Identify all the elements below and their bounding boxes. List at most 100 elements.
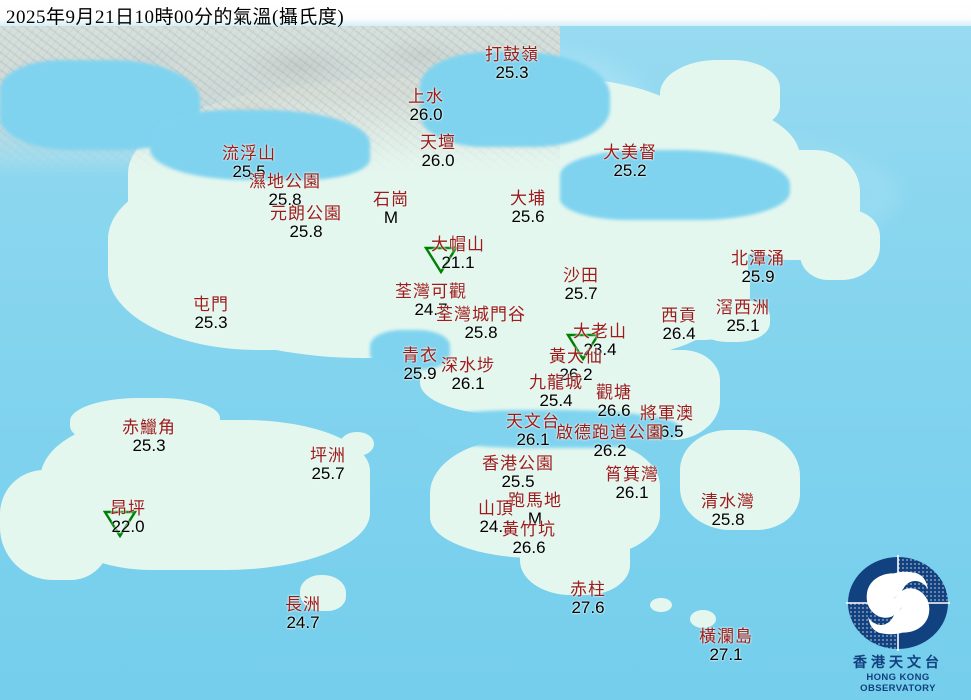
station-temperature-value: 26.2 bbox=[593, 441, 627, 460]
station-temperature-value: 26.4 bbox=[662, 324, 696, 343]
station-temperature-value: 26.0 bbox=[409, 105, 443, 124]
station-name: 九龍城 bbox=[529, 373, 583, 392]
station-name: 屯門 bbox=[193, 295, 229, 314]
station-label: 荃灣城門谷 25.8 bbox=[436, 306, 526, 341]
victoria-harbour-water bbox=[420, 410, 680, 448]
station-label: 荃灣可觀 24.7 bbox=[395, 283, 467, 318]
station-label: 石崗 M bbox=[373, 191, 409, 226]
station-name: 昂坪 bbox=[110, 499, 146, 518]
station-name: 大美督 bbox=[603, 143, 657, 162]
page-title: 2025年9月21日10時00分的氣溫(攝氏度) bbox=[6, 7, 345, 28]
station-name: 筲箕灣 bbox=[605, 465, 659, 484]
land-ne-islands bbox=[660, 60, 780, 130]
station-temperature-value: 25.3 bbox=[495, 63, 529, 82]
hko-swirl-logo-icon bbox=[846, 555, 950, 651]
station-name: 西貢 bbox=[661, 306, 697, 325]
station-temperature-value: 26.5 bbox=[650, 422, 684, 441]
station-label: 香港公園 25.5 bbox=[482, 455, 554, 490]
station-temperature-value: 25.8 bbox=[464, 323, 498, 342]
station-name: 青衣 bbox=[402, 346, 438, 365]
station-name: 黃大仙 bbox=[549, 347, 603, 366]
station-name: 荃灣可觀 bbox=[395, 282, 467, 301]
land-nt-northwest bbox=[108, 165, 408, 350]
hko-logo-name-zh: 香港天文台 bbox=[853, 656, 943, 671]
land-peng-chau bbox=[340, 432, 374, 456]
station-name: 觀塘 bbox=[596, 383, 632, 402]
station-temperature-value: 25.5 bbox=[501, 472, 535, 491]
station-name: 深水埗 bbox=[441, 356, 495, 375]
station-label: 屯門 25.3 bbox=[193, 296, 229, 331]
station-label: 赤鱲角 25.3 bbox=[122, 419, 176, 454]
station-label: 元朗公園 25.8 bbox=[270, 205, 342, 240]
station-temperature-value: M bbox=[527, 509, 543, 528]
tolo-harbour-water bbox=[560, 150, 790, 220]
land-se-islets bbox=[650, 598, 672, 612]
station-name: 山頂 bbox=[478, 499, 514, 518]
station-temperature-value: 24.7 bbox=[414, 300, 448, 319]
station-name: 將軍澳 bbox=[640, 404, 694, 423]
station-temperature-value: 25.7 bbox=[564, 284, 598, 303]
station-temperature-value: 26.6 bbox=[597, 401, 631, 420]
station-name: 赤柱 bbox=[570, 580, 606, 599]
station-label: 上水 26.0 bbox=[408, 88, 444, 123]
station-label: 大美督 25.2 bbox=[603, 144, 657, 179]
station-label: 黃大仙 26.2 bbox=[549, 348, 603, 383]
land-clear-water-bay bbox=[680, 430, 800, 530]
station-name: 滘西洲 bbox=[716, 298, 770, 317]
station-name: 黃竹坑 bbox=[502, 520, 556, 539]
station-name: 元朗公園 bbox=[270, 204, 342, 223]
station-label: 濕地公園 25.8 bbox=[249, 173, 321, 208]
land-hk-island-south bbox=[520, 520, 630, 595]
station-temperature-value: 25.6 bbox=[511, 207, 545, 226]
station-name: 香港公園 bbox=[482, 454, 554, 473]
station-label: 跑馬地 M bbox=[508, 492, 562, 527]
station-temperature-value: 23.4 bbox=[583, 340, 617, 359]
deep-bay-water-inner bbox=[150, 110, 370, 180]
hko-logo-name-en: HONG KONG OBSERVATORY bbox=[860, 672, 936, 694]
hko-logo: 香港天文台 HONG KONG OBSERVATORY bbox=[835, 555, 961, 694]
station-name: 石崗 bbox=[373, 190, 409, 209]
station-name: 荃灣城門谷 bbox=[436, 305, 526, 324]
station-temperature-value: 26.1 bbox=[516, 430, 550, 449]
station-temperature-value: 26.1 bbox=[615, 483, 649, 502]
land-chek-lap-kok bbox=[70, 398, 220, 448]
station-temperature-value: 25.9 bbox=[403, 364, 437, 383]
station-name: 北潭涌 bbox=[731, 249, 785, 268]
station-temperature-value: 24.7 bbox=[286, 613, 320, 632]
land-sai-kung-islands bbox=[700, 300, 770, 342]
station-name: 橫瀾島 bbox=[699, 627, 753, 646]
station-name: 天壇 bbox=[420, 133, 456, 152]
land-cheung-chau bbox=[300, 575, 346, 611]
station-temperature-value: 27.1 bbox=[709, 645, 743, 664]
station-label: 天壇 26.0 bbox=[420, 134, 456, 169]
station-name: 長洲 bbox=[285, 595, 321, 614]
station-name: 啟德跑道公園 bbox=[556, 423, 664, 442]
land-tap-mun bbox=[800, 210, 880, 280]
station-label: 昂坪 22.0 bbox=[110, 500, 146, 535]
station-name: 坪洲 bbox=[310, 446, 346, 465]
station-label: 長洲 24.7 bbox=[285, 596, 321, 631]
station-temperature-value: 26.1 bbox=[451, 374, 485, 393]
station-label: 西貢 26.4 bbox=[661, 307, 697, 342]
station-name: 濕地公園 bbox=[249, 172, 321, 191]
station-name: 天文台 bbox=[506, 412, 560, 431]
station-temperature-value: 25.1 bbox=[726, 316, 760, 335]
station-label: 流浮山 25.5 bbox=[222, 145, 276, 180]
station-label: 打鼓嶺 25.3 bbox=[485, 46, 539, 81]
station-temperature-value: 24.1 bbox=[479, 517, 513, 536]
station-temperature-value: 25.8 bbox=[289, 222, 323, 241]
station-name: 大埔 bbox=[510, 189, 546, 208]
station-name: 上水 bbox=[408, 87, 444, 106]
station-label: 青衣 25.9 bbox=[402, 347, 438, 382]
station-label: 天文台 26.1 bbox=[506, 413, 560, 448]
station-name: 流浮山 bbox=[222, 144, 276, 163]
station-label: 筲箕灣 26.1 bbox=[605, 466, 659, 501]
station-temperature-value: 27.6 bbox=[571, 598, 605, 617]
station-label: 橫瀾島 27.1 bbox=[699, 628, 753, 663]
station-temperature-value: 25.7 bbox=[311, 464, 345, 483]
station-label: 啟德跑道公園 26.2 bbox=[556, 424, 664, 459]
station-name: 打鼓嶺 bbox=[485, 45, 539, 64]
station-name: 清水灣 bbox=[701, 492, 755, 511]
station-temperature-value: 25.9 bbox=[741, 267, 775, 286]
station-label: 觀塘 26.6 bbox=[596, 384, 632, 419]
